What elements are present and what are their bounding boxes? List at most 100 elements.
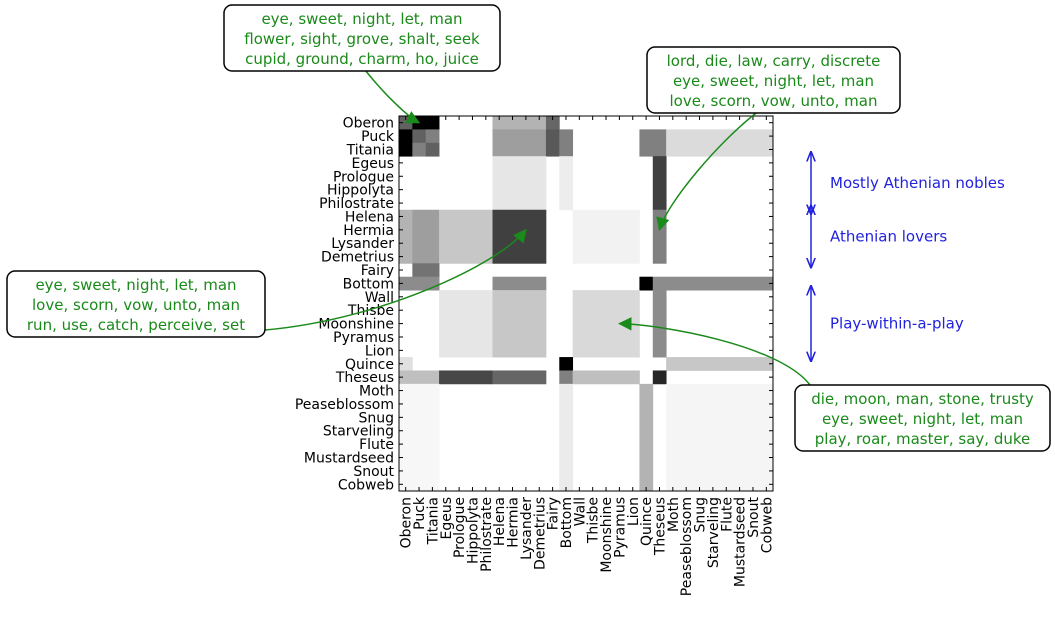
- annotation-line: cupid, ground, charm, ho, juice: [245, 50, 479, 68]
- heatmap-cell: [572, 209, 640, 264]
- row-label: Quince: [345, 357, 394, 373]
- row-label: Lysander: [331, 236, 394, 252]
- annotation-line: play, roar, master, say, duke: [815, 430, 1030, 448]
- heatmap-cell: [399, 357, 413, 371]
- heatmap-cell: [492, 129, 547, 157]
- row-label: Bottom: [343, 276, 394, 292]
- annotations: eye, sweet, night, let, man flower, sight…: [6, 4, 1051, 452]
- heatmap-cell: [412, 276, 440, 291]
- group-labels: Mostly Athenian nobles Athenian lovers Pla…: [811, 152, 1005, 361]
- row-label: Wall: [365, 290, 394, 306]
- heatmap-cell: [639, 276, 654, 291]
- row-label: Prologue: [333, 169, 394, 185]
- annotation-line: eye, sweet, night, let, man: [261, 10, 462, 28]
- column-label: Lysander: [519, 497, 535, 560]
- row-label: Snug: [358, 410, 394, 426]
- row-label: Fairy: [361, 263, 394, 279]
- column-label: Peaseblossom: [679, 497, 695, 596]
- annotation-arrow: [656, 109, 761, 232]
- column-label: Helena: [492, 497, 508, 546]
- column-label: Starveling: [706, 497, 722, 568]
- annotation-arrow: [618, 317, 811, 386]
- annotation-line: love, scorn, vow, unto, man: [670, 92, 878, 110]
- column-label: Demetrius: [532, 497, 548, 570]
- heatmap-cell: [652, 156, 667, 211]
- annotation-arrow: [264, 228, 527, 331]
- annotation-box: [223, 4, 501, 72]
- column-label: Philostrate: [479, 497, 495, 572]
- heatmap-cell: [412, 142, 427, 157]
- heatmap-cell: [425, 129, 440, 144]
- column-label: Theseus: [652, 497, 668, 556]
- row-label: Hermia: [343, 223, 394, 239]
- heatmap-cell: [545, 116, 560, 130]
- heatmap-cell: [412, 263, 440, 278]
- heatmap-cell: [652, 129, 667, 157]
- heatmap-cell: [559, 383, 574, 492]
- row-label: Flute: [359, 437, 394, 453]
- row-label: Philostrate: [319, 196, 394, 212]
- column-label: Puck: [412, 496, 428, 530]
- column-label: Lion: [626, 497, 642, 526]
- row-label: Snout: [353, 464, 394, 480]
- heatmap-cell: [399, 276, 413, 291]
- row-label: Demetrius: [321, 250, 394, 266]
- column-labels: OberonPuckTitaniaEgeusPrologueHippolytaP…: [399, 496, 776, 596]
- heatmap-cell: [439, 370, 493, 385]
- row-label: Titania: [346, 142, 394, 158]
- heatmap-cell: [399, 209, 413, 264]
- heatmap-cell: [492, 276, 547, 291]
- column-label: Wall: [572, 497, 588, 526]
- annotation-arrow: [364, 69, 421, 124]
- row-label: Oberon: [343, 116, 394, 132]
- heatmap-cells: [399, 116, 774, 492]
- row-label: Helena: [345, 209, 394, 225]
- heatmap-cell: [666, 276, 774, 291]
- row-label: Peaseblossom: [295, 397, 394, 413]
- row-label: Cobweb: [338, 477, 394, 493]
- heatmap-cell: [559, 129, 574, 157]
- row-label: Egeus: [351, 156, 394, 172]
- heatmap-cell: [639, 383, 654, 492]
- column-label: Bottom: [559, 497, 575, 548]
- annotation-line: eye, sweet, night, let, man: [822, 410, 1023, 428]
- column-label: Oberon: [399, 497, 415, 548]
- heatmap-cell: [545, 129, 560, 157]
- heatmap-cell: [666, 383, 774, 492]
- heatmap-cell: [399, 370, 413, 385]
- heatmap-cell: [666, 357, 774, 371]
- row-label: Moth: [359, 384, 394, 400]
- annotation-line: lord, die, law, carry, discrete: [667, 52, 881, 70]
- group-label: Athenian lovers: [830, 228, 947, 246]
- heatmap-cell: [425, 116, 440, 130]
- row-label: Thisbe: [347, 303, 394, 319]
- row-label: Theseus: [335, 370, 394, 386]
- annotation-box: [646, 46, 901, 114]
- heatmap-cell: [639, 129, 654, 157]
- heatmap-cell: [439, 209, 493, 264]
- heatmap-cell: [399, 129, 413, 144]
- heatmap-cell: [425, 142, 440, 157]
- annotation-box: [794, 384, 1051, 452]
- row-label: Starveling: [323, 424, 394, 440]
- column-label: Snug: [693, 497, 709, 533]
- annotation-line: eye, sweet, night, let, man: [35, 276, 236, 294]
- column-label: Moth: [666, 497, 682, 532]
- axis-ticks: [399, 116, 773, 491]
- heatmap-cell: [492, 290, 547, 358]
- annotation-line: love, scorn, vow, unto, man: [32, 296, 240, 314]
- column-label: Mustardseed: [733, 497, 749, 587]
- column-label: Hippolyta: [465, 497, 481, 564]
- heatmap-cell: [666, 129, 774, 157]
- heatmap-cell: [652, 370, 667, 385]
- column-label: Pyramus: [612, 497, 628, 558]
- heatmap-cell: [652, 290, 667, 358]
- row-label: Mustardseed: [304, 451, 394, 467]
- row-label: Puck: [361, 129, 395, 145]
- annotation-line: die, moon, man, stone, trusty: [811, 390, 1034, 408]
- column-label: Flute: [719, 497, 735, 532]
- row-label: Lion: [365, 343, 394, 359]
- heatmap-cell: [492, 156, 547, 211]
- heatmap-cell: [412, 370, 440, 385]
